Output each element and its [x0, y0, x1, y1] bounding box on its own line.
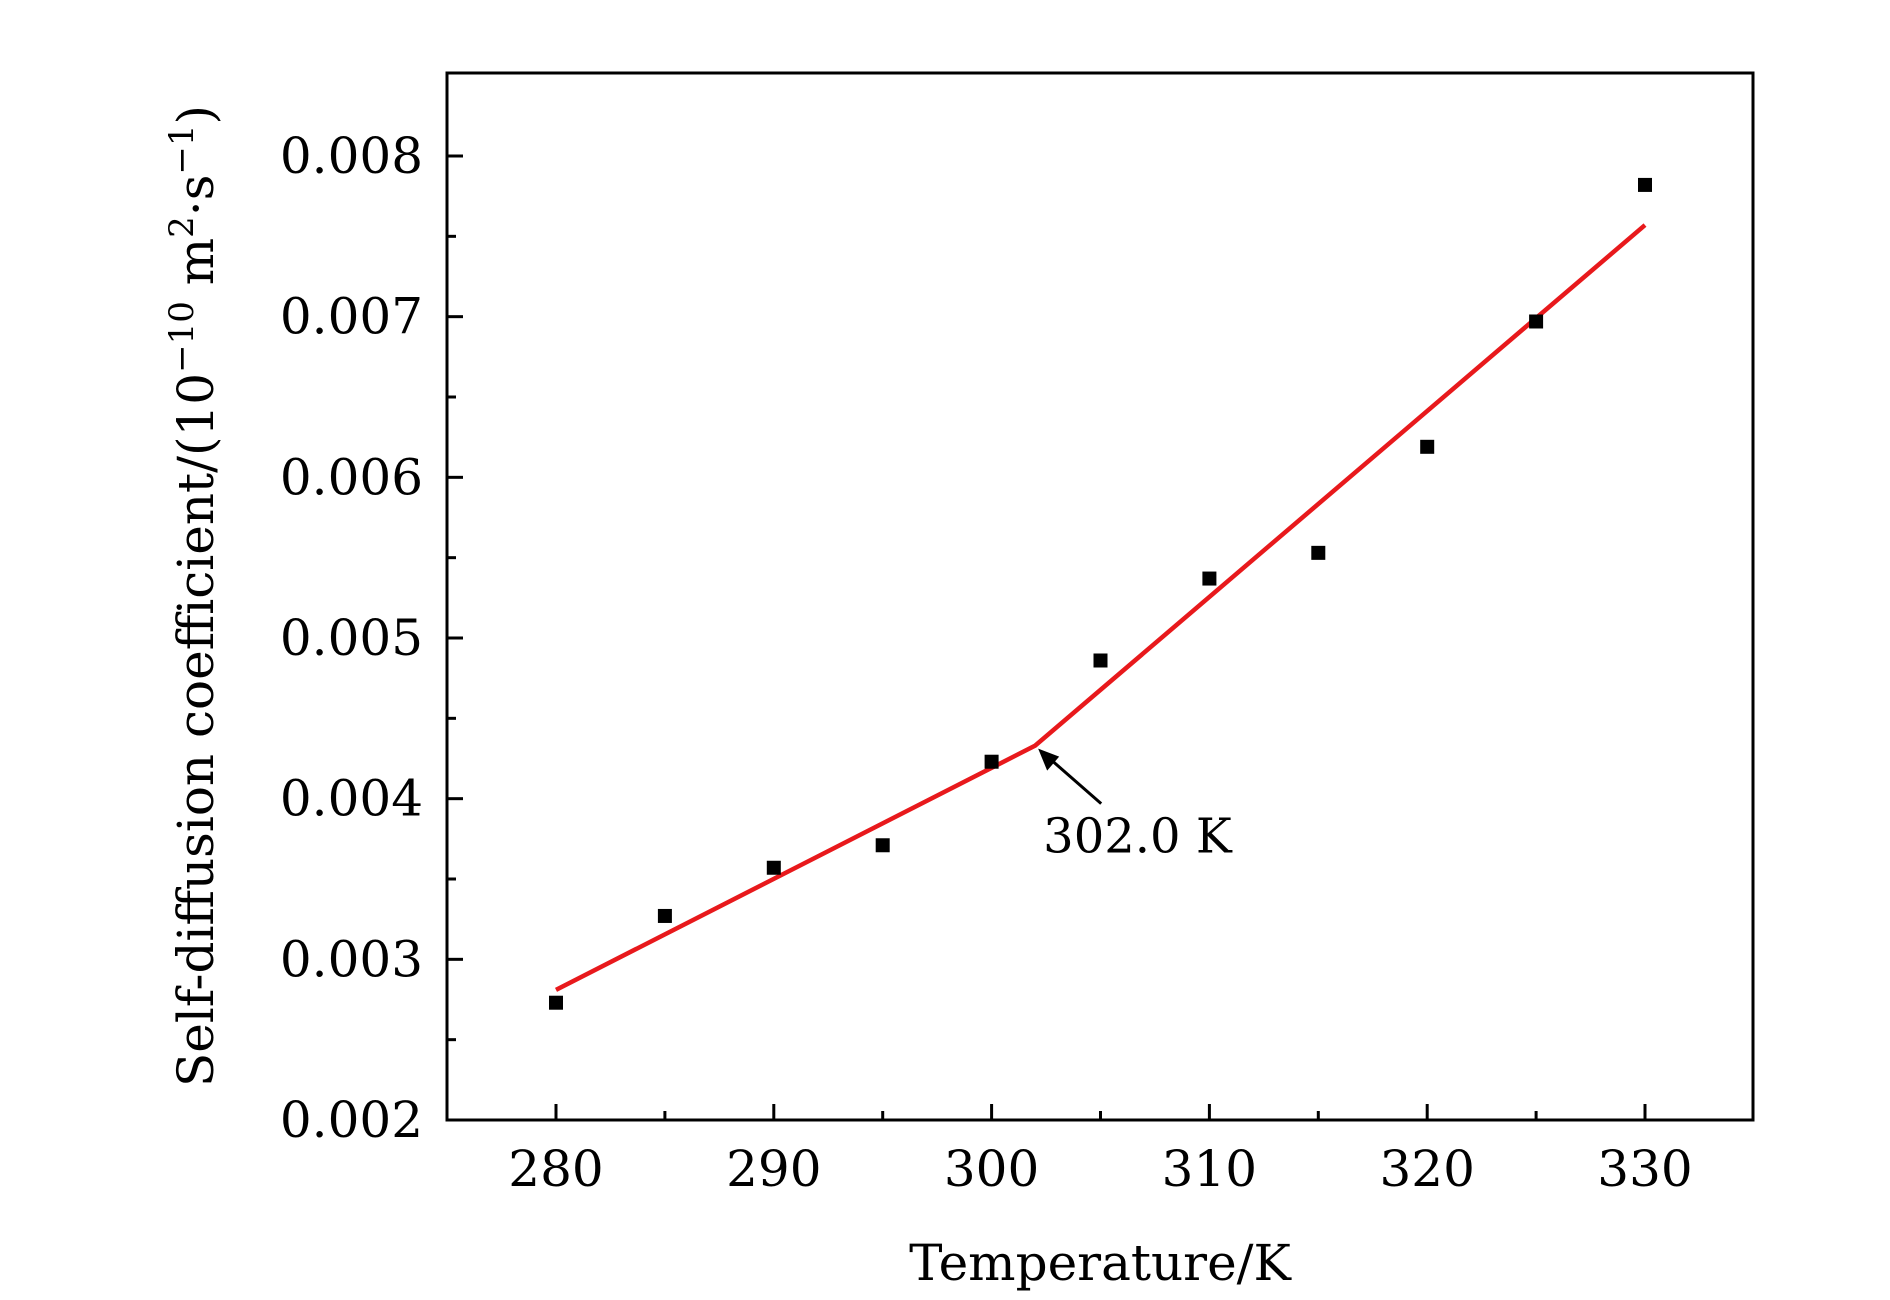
y-tick-label: 0.007	[280, 288, 423, 346]
data-point	[984, 754, 999, 769]
x-tick-label: 300	[944, 1140, 1039, 1198]
axis-ticks: 280 290 300 310 320 330 0.002 0.003 0.004 0.005 0.…	[280, 127, 1693, 1198]
y-tick-label: 0.003	[280, 930, 423, 988]
y-tick-label: 0.006	[280, 448, 423, 506]
y-tick-label: 0.004	[280, 770, 423, 828]
data-point	[766, 860, 781, 875]
x-tick-label: 310	[1162, 1140, 1257, 1198]
annotation-label: 302.0 K	[1043, 809, 1233, 865]
y-tick-label: 0.005	[280, 609, 423, 667]
data-point	[1638, 177, 1652, 192]
annotations: 302.0 K	[1038, 748, 1233, 865]
x-tick-label: 280	[508, 1140, 603, 1198]
x-axis-title: Temperature/K	[909, 1234, 1292, 1292]
data-point	[657, 908, 672, 923]
plot-frame	[445, 71, 1755, 1122]
data-points	[549, 177, 1652, 1010]
annotation-arrow-head	[1038, 748, 1060, 771]
data-point	[1311, 545, 1326, 560]
data-point	[1529, 314, 1544, 329]
x-tick-label: 330	[1597, 1140, 1692, 1198]
y-tick-label: 0.008	[280, 127, 423, 185]
y-axis-title: Self-diffusion coefficient/(10−10 m2·s−1…	[162, 105, 225, 1087]
data-point	[1420, 439, 1435, 454]
data-point	[875, 838, 890, 853]
x-tick-label: 320	[1379, 1140, 1474, 1198]
data-point	[1093, 653, 1108, 668]
x-tick-label: 290	[726, 1140, 821, 1198]
fit-line	[554, 223, 1647, 992]
annotation-arrow-line	[1044, 753, 1103, 805]
y-tick-label: 0.002	[280, 1091, 423, 1149]
data-point	[1202, 571, 1217, 586]
fit-line-layer	[554, 223, 1647, 992]
data-point	[549, 995, 563, 1010]
